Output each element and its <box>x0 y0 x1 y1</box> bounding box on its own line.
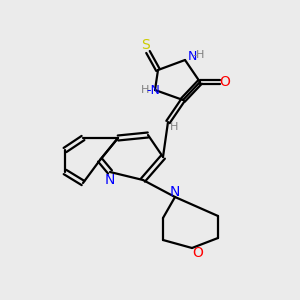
Text: O: O <box>193 246 203 260</box>
Text: -N: -N <box>146 83 160 97</box>
Text: N: N <box>187 50 197 64</box>
Text: H: H <box>141 85 149 95</box>
Text: S: S <box>141 38 149 52</box>
Text: -H: -H <box>193 50 205 60</box>
Text: N: N <box>170 185 180 199</box>
Text: N: N <box>105 173 115 187</box>
Text: H: H <box>170 122 178 132</box>
Text: O: O <box>220 75 230 89</box>
